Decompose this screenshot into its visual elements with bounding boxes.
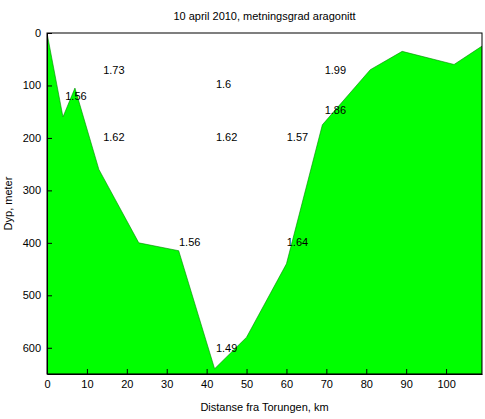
annotation: 1.99 — [325, 64, 346, 76]
y-tick-label: 200 — [23, 132, 41, 144]
x-tick-mark — [247, 369, 248, 374]
x-tick-label: 10 — [81, 378, 93, 390]
x-tick-mark — [87, 369, 88, 374]
marks — [47, 33, 482, 374]
y-tick-label: 600 — [23, 342, 41, 354]
annotation: 1.6 — [216, 78, 231, 90]
x-tick: 20 — [121, 369, 133, 390]
x-axis-line — [48, 374, 483, 375]
x-tick: 90 — [401, 369, 413, 390]
x-tick-label: 0 — [44, 378, 50, 390]
depth-area — [47, 33, 482, 374]
y-tick-label: 300 — [23, 184, 41, 196]
y-tick-mark — [47, 348, 52, 349]
x-tick: 60 — [281, 369, 293, 390]
y-tick: 200 — [23, 132, 52, 144]
x-tick: 70 — [321, 369, 333, 390]
x-tick-label: 60 — [281, 378, 293, 390]
x-tick-label: 50 — [241, 378, 253, 390]
annotation: 1.62 — [103, 131, 124, 143]
y-tick: 300 — [23, 184, 52, 196]
x-tick-mark — [366, 369, 367, 374]
y-tick: 100 — [23, 79, 52, 91]
annotations: 1.56 1.73 1.62 1.6 1.62 1.57 1.99 1.86 1.56 1.64 1… — [65, 64, 346, 354]
y-tick: 400 — [23, 237, 52, 249]
y-tick-label: 400 — [23, 237, 41, 249]
y-tick-mark — [47, 243, 52, 244]
x-tick: 10 — [81, 369, 93, 390]
x-tick-mark — [167, 369, 168, 374]
title: 10 april 2010, metningsgrad aragonitt — [173, 10, 355, 22]
y-tick-mark — [47, 85, 52, 86]
plot-background — [47, 33, 482, 374]
annotation: 1.56 — [179, 236, 200, 248]
plot: 0 10 20 30 40 50 60 70 80 90 100 0 100 200 300 400 500 60… — [23, 27, 483, 390]
y-tick-mark — [47, 138, 52, 139]
y-axis-line — [47, 34, 48, 375]
y-tick-mark — [47, 33, 52, 34]
y-tick-label: 100 — [23, 79, 41, 91]
annotation: 1.64 — [287, 236, 308, 248]
x-tick-label: 80 — [361, 378, 373, 390]
y-axis-title: Dyp, meter — [2, 176, 14, 230]
y-axis: 0 100 200 300 400 500 600 — [23, 27, 52, 374]
annotation: 1.49 — [216, 342, 237, 354]
y-tick-mark — [47, 190, 52, 191]
x-tick-mark — [286, 369, 287, 374]
annotation: 1.56 — [65, 90, 86, 102]
x-tick-label: 30 — [161, 378, 173, 390]
frame — [47, 33, 482, 374]
x-tick-label: 20 — [121, 378, 133, 390]
x-tick-mark — [207, 369, 208, 374]
x-tick-label: 90 — [401, 378, 413, 390]
x-tick: 50 — [241, 369, 253, 390]
x-tick: 30 — [161, 369, 173, 390]
annotation: 1.86 — [325, 104, 346, 116]
x-tick-label: 100 — [437, 378, 455, 390]
x-tick-label: 70 — [321, 378, 333, 390]
x-tick-mark — [326, 369, 327, 374]
annotation: 1.57 — [287, 131, 308, 143]
y-tick-label: 0 — [35, 27, 41, 39]
x-tick-mark — [406, 369, 407, 374]
annotation: 1.73 — [103, 64, 124, 76]
x-tick: 80 — [361, 369, 373, 390]
x-tick: 40 — [201, 369, 213, 390]
x-tick: 100 — [437, 369, 455, 390]
x-tick-label: 40 — [201, 378, 213, 390]
y-tick: 0 — [35, 27, 52, 39]
chart: 0 10 20 30 40 50 60 70 80 90 100 0 100 200 300 400 500 60… — [0, 0, 485, 419]
x-axis-title: Distanse fra Torungen, km — [200, 401, 328, 413]
y-tick-mark — [47, 295, 52, 296]
annotation: 1.62 — [216, 131, 237, 143]
y-tick: 500 — [23, 289, 52, 301]
y-tick-label: 500 — [23, 289, 41, 301]
y-tick: 600 — [23, 342, 52, 354]
x-tick-mark — [127, 369, 128, 374]
x-axis: 0 10 20 30 40 50 60 70 80 90 100 — [44, 369, 482, 390]
x-tick-mark — [446, 369, 447, 374]
